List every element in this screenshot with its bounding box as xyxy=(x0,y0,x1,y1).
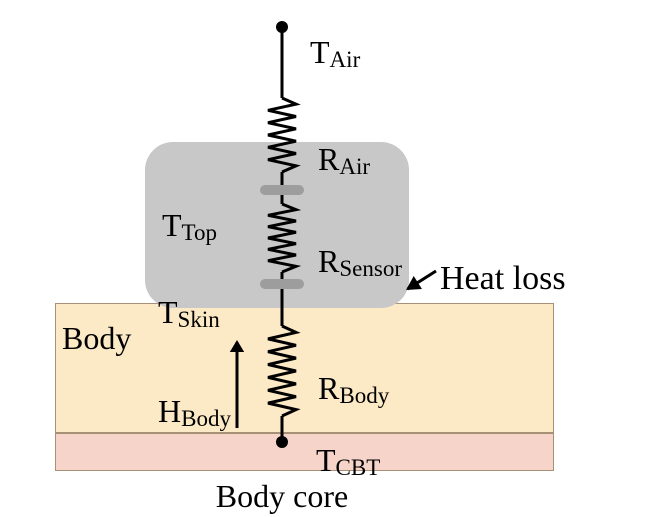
t-cbt-label: TCBT xyxy=(316,444,380,476)
t-skin-label: TSkin xyxy=(158,296,220,328)
h-body-label: HBody xyxy=(158,395,231,427)
r-air-label: RAir xyxy=(318,143,370,175)
body-core-label: Body core xyxy=(216,480,348,512)
heat-loss-label: Heat loss xyxy=(440,262,566,296)
r-body-label: RBody xyxy=(318,372,389,404)
core-layer xyxy=(55,433,554,471)
t-air-label: TAir xyxy=(310,36,360,68)
r-sensor-label: RSensor xyxy=(318,245,402,277)
diagram-canvas: Body Body core Heat loss TAir RAir TTop … xyxy=(0,0,650,517)
body-region-label: Body xyxy=(62,322,131,354)
t-top-label: TTop xyxy=(162,209,217,241)
